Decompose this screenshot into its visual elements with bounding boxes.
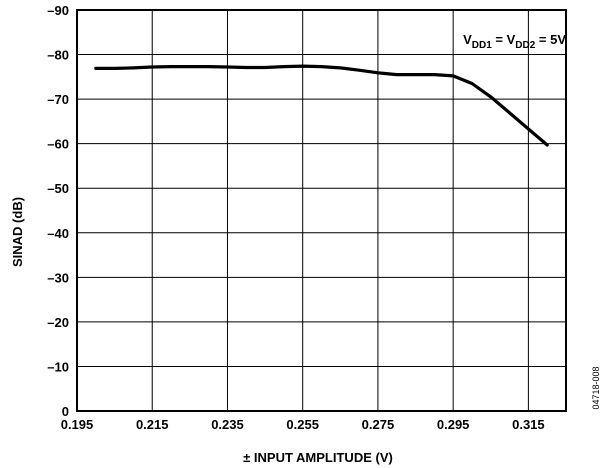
- annotation-sub1: DD1: [472, 40, 492, 51]
- y-tick-label: –80: [47, 48, 69, 63]
- y-tick-label: 0: [62, 404, 69, 419]
- grid: [77, 10, 566, 411]
- x-tick-label: 0.235: [211, 417, 244, 432]
- x-axis-ticks: 0.195 0.215 0.235 0.255 0.275 0.295 0.315: [61, 417, 545, 432]
- x-axis-title: ± INPUT AMPLITUDE (V): [243, 450, 393, 465]
- sinad-series-line: [94, 64, 549, 147]
- y-tick-label: –90: [47, 3, 69, 18]
- x-tick-label: 0.275: [362, 417, 395, 432]
- supply-voltage-annotation: VDD1 = VDD2 = 5V: [463, 32, 566, 51]
- x-tick-label: 0.215: [136, 417, 169, 432]
- annotation-prefix: V: [463, 32, 472, 47]
- plot-frame: [76, 9, 567, 412]
- y-tick-label: –10: [47, 359, 69, 374]
- y-axis-ticks: 0 –10 –20 –30 –40 –50 –60 –70 –80 –90: [47, 3, 69, 419]
- y-tick-label: –70: [47, 92, 69, 107]
- y-tick-label: –50: [47, 181, 69, 196]
- annotation-suffix: = 5V: [535, 32, 566, 47]
- x-tick-label: 0.295: [437, 417, 470, 432]
- x-tick-label: 0.195: [61, 417, 94, 432]
- x-tick-label: 0.255: [286, 417, 319, 432]
- figure-id: 04718-008: [591, 366, 601, 409]
- annotation-mid: = V: [492, 32, 516, 47]
- series-lines: [94, 64, 549, 147]
- y-tick-label: –30: [47, 270, 69, 285]
- y-axis-title: SINAD (dB): [10, 197, 25, 267]
- annotation-sub2: DD2: [515, 40, 535, 51]
- y-tick-label: –20: [47, 315, 69, 330]
- y-tick-label: –40: [47, 226, 69, 241]
- x-tick-label: 0.315: [512, 417, 545, 432]
- y-tick-label: –60: [47, 137, 69, 152]
